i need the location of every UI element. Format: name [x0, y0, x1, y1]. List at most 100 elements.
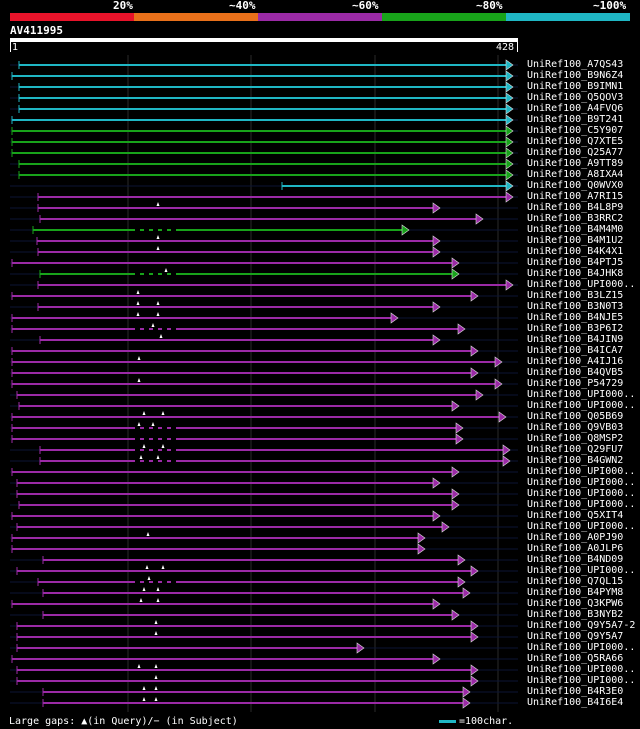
legend-segment-60 [258, 13, 382, 21]
hit-label-link[interactable]: UniRef100_Q25A77 [527, 147, 624, 158]
hit-end-arrow [432, 301, 441, 313]
hit-label-link[interactable]: UniRef100_B4JHK8 [527, 268, 624, 279]
hit-end-arrow [455, 433, 464, 445]
query-gap-marker [139, 455, 143, 459]
query-gap-marker [136, 312, 140, 316]
hit-end-arrow [432, 334, 441, 346]
hit-end-arrow [451, 499, 460, 511]
hit-label-link[interactable]: UniRef100_Q29FU7 [527, 444, 624, 455]
hit-label-link[interactable]: UniRef100_B4K4X1 [527, 246, 624, 257]
hit-label-link[interactable]: UniRef100_Q9Y5A7 [527, 631, 624, 642]
hit-label-link[interactable]: UniRef100_UPI000.. [527, 466, 636, 477]
hit-label-link[interactable]: UniRef100_B4PTJ5 [527, 257, 624, 268]
hit-label-link[interactable]: UniRef100_Q8MSP2 [527, 433, 624, 444]
hit-label-link[interactable]: UniRef100_Q5QOV3 [527, 92, 624, 103]
hit-label-link[interactable]: UniRef100_Q5XIT4 [527, 510, 624, 521]
hit-end-arrow [494, 378, 503, 390]
hit-label-link[interactable]: UniRef100_B4NJE5 [527, 312, 624, 323]
hit-label-link[interactable]: UniRef100_B4M4M0 [527, 224, 624, 235]
hit-end-arrow [451, 257, 460, 269]
hit-label-link[interactable]: UniRef100_A4FVQ6 [527, 103, 624, 114]
query-gap-marker [137, 422, 141, 426]
query-gap-marker [161, 411, 165, 415]
hit-label-link[interactable]: UniRef100_UPI000.. [527, 521, 636, 532]
hit-end-arrow [390, 312, 399, 324]
hit-end-arrow [470, 631, 479, 643]
hit-label-link[interactable]: UniRef100_B3NYB2 [527, 609, 624, 620]
hit-label-link[interactable]: UniRef100_B4PYM8 [527, 587, 624, 598]
hit-label-link[interactable]: UniRef100_B9N6Z4 [527, 70, 624, 81]
query-gap-marker [147, 576, 151, 580]
hit-end-arrow [451, 268, 460, 280]
hit-end-arrow [432, 477, 441, 489]
hit-end-arrow [505, 103, 514, 115]
hit-label-link[interactable]: UniRef100_B4QVB5 [527, 367, 624, 378]
legend-label-40: ~40% [229, 0, 256, 12]
hit-label-link[interactable]: UniRef100_UPI000.. [527, 565, 636, 576]
hit-label-link[interactable]: UniRef100_UPI000.. [527, 279, 636, 290]
hit-label-link[interactable]: UniRef100_A0JLP6 [527, 543, 624, 554]
hit-end-arrow [505, 114, 514, 126]
hit-label-link[interactable]: UniRef100_A7QS43 [527, 59, 624, 70]
hit-label-link[interactable]: UniRef100_Q05B69 [527, 411, 624, 422]
hit-label-link[interactable]: UniRef100_C5Y907 [527, 125, 624, 136]
query-gap-marker [142, 411, 146, 415]
hit-label-link[interactable]: UniRef100_UPI000.. [527, 642, 636, 653]
hit-end-arrow [505, 147, 514, 159]
query-gap-marker [142, 444, 146, 448]
query-gap-marker [156, 235, 160, 239]
hit-label-link[interactable]: UniRef100_B4GWN2 [527, 455, 624, 466]
hit-label-link[interactable]: UniRef100_B4I6E4 [527, 697, 624, 708]
hit-label-link[interactable]: UniRef100_B4ND09 [527, 554, 624, 565]
hit-label-link[interactable]: UniRef100_UPI000.. [527, 664, 636, 675]
hit-label-link[interactable]: UniRef100_A0PJ90 [527, 532, 624, 543]
hit-label-link[interactable]: UniRef100_B4L8P9 [527, 202, 624, 213]
legend-label-80: ~80% [476, 0, 503, 12]
hit-end-arrow [470, 664, 479, 676]
hit-label-link[interactable]: UniRef100_P54729 [527, 378, 624, 389]
query-end-label: 428 [496, 42, 515, 53]
hit-label-link[interactable]: UniRef100_Q7XTE5 [527, 136, 624, 147]
hit-label-link[interactable]: UniRef100_Q3KPW6 [527, 598, 624, 609]
hit-label-link[interactable]: UniRef100_A7RI15 [527, 191, 624, 202]
query-title: AV411995 [10, 24, 63, 37]
hit-label-link[interactable]: UniRef100_B9T241 [527, 114, 624, 125]
hit-end-arrow [505, 191, 514, 203]
query-gap-marker [154, 631, 158, 635]
hit-label-link[interactable]: UniRef100_B4R3E0 [527, 686, 624, 697]
hit-label-link[interactable]: UniRef100_B3LZ15 [527, 290, 624, 301]
hit-label-link[interactable]: UniRef100_UPI000.. [527, 488, 636, 499]
query-gap-marker [156, 598, 160, 602]
hit-label-link[interactable]: UniRef100_B3N0T3 [527, 301, 624, 312]
hit-label-link[interactable]: UniRef100_UPI000.. [527, 389, 636, 400]
query-gap-marker [164, 268, 168, 272]
hit-end-arrow [470, 345, 479, 357]
hit-end-arrow [432, 202, 441, 214]
query-gap-marker [161, 565, 165, 569]
hit-label-link[interactable]: UniRef100_UPI000.. [527, 499, 636, 510]
hit-label-link[interactable]: UniRef100_UPI000.. [527, 400, 636, 411]
hit-label-link[interactable]: UniRef100_B9IMN1 [527, 81, 624, 92]
query-gap-marker [156, 455, 160, 459]
hit-end-arrow [470, 675, 479, 687]
hit-label-link[interactable]: UniRef100_UPI000.. [527, 477, 636, 488]
hit-label-link[interactable]: UniRef100_Q0WVX0 [527, 180, 624, 191]
hit-label-link[interactable]: UniRef100_Q9Y5A7-2 [527, 620, 636, 631]
hit-label-link[interactable]: UniRef100_B3P6I2 [527, 323, 624, 334]
hit-label-link[interactable]: UniRef100_B4ICA7 [527, 345, 624, 356]
hit-end-arrow [462, 686, 471, 698]
hit-label-link[interactable]: UniRef100_UPI000.. [527, 675, 636, 686]
hit-end-arrow [432, 653, 441, 665]
query-gap-marker [142, 697, 146, 701]
hit-label-link[interactable]: UniRef100_Q7QL15 [527, 576, 624, 587]
hit-label-link[interactable]: UniRef100_B4JIN9 [527, 334, 624, 345]
hit-label-link[interactable]: UniRef100_Q9VB03 [527, 422, 624, 433]
hit-label-link[interactable]: UniRef100_Q5RA66 [527, 653, 624, 664]
hit-label-link[interactable]: UniRef100_A9TT89 [527, 158, 624, 169]
legend-segment-100 [506, 13, 630, 21]
hit-label-link[interactable]: UniRef100_B3RRC2 [527, 213, 624, 224]
hit-label-link[interactable]: UniRef100_B4M1U2 [527, 235, 624, 246]
hit-end-arrow [451, 488, 460, 500]
hit-label-link[interactable]: UniRef100_A4IJ16 [527, 356, 624, 367]
hit-label-link[interactable]: UniRef100_A8IXA4 [527, 169, 624, 180]
